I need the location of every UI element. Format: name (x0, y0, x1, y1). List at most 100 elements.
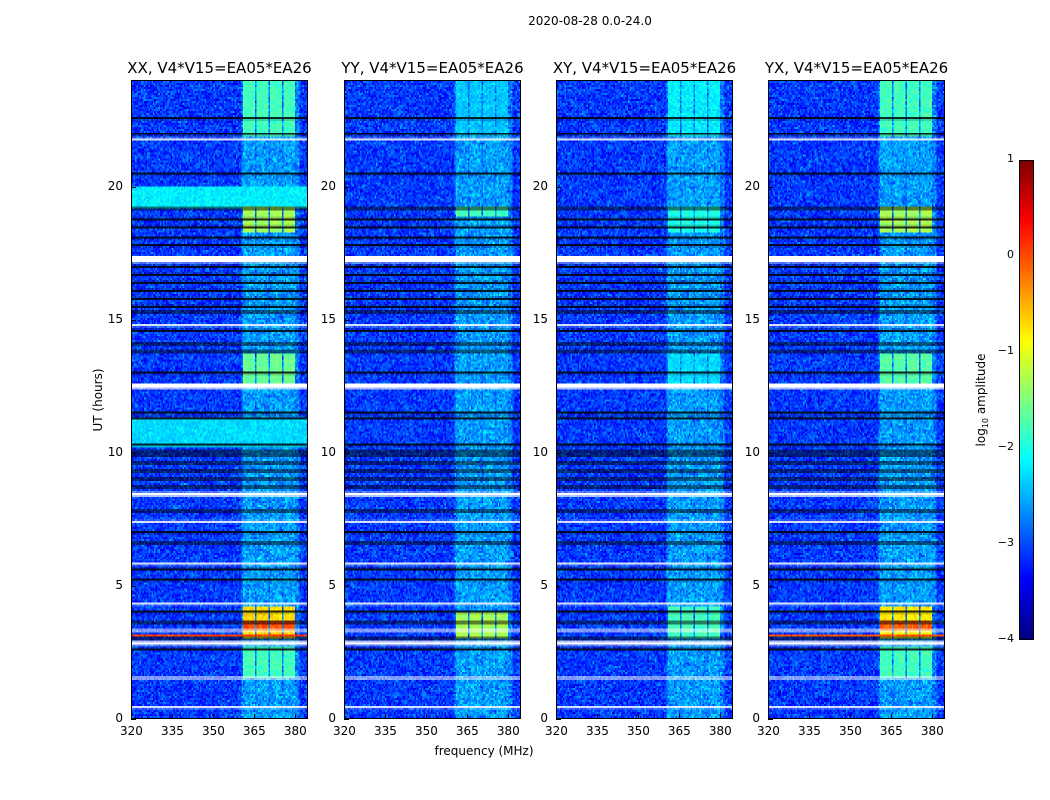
x-tick-label: 320 (120, 724, 143, 738)
colorbar-tick-label: −1 (997, 344, 1014, 357)
y-tick-label: 0 (115, 711, 123, 725)
y-tick-label: 5 (115, 577, 123, 592)
y-tick-mark (768, 452, 773, 454)
colorbar-tick-label: 1 (1007, 152, 1014, 165)
y-tick-mark (768, 319, 773, 321)
y-tick-mark (768, 585, 773, 587)
y-tick-mark (556, 585, 561, 587)
x-tick-mark (253, 714, 255, 719)
y-tick-label: 20 (744, 178, 760, 193)
x-tick-label: 335 (797, 724, 821, 738)
x-tick-label: 350 (201, 724, 225, 738)
x-axis-label: frequency (MHz) (434, 744, 534, 758)
y-tick-label: 5 (540, 577, 548, 592)
x-tick-mark (556, 714, 557, 719)
y-tick-mark (131, 186, 136, 188)
y-tick-mark (556, 319, 561, 321)
x-tick-mark (768, 714, 769, 719)
x-tick-label: 350 (626, 724, 650, 738)
y-axis-label: UT (hours) (91, 368, 105, 432)
y-tick-mark (768, 719, 773, 720)
x-tick-label: 380 (708, 724, 732, 738)
y-tick-label: 20 (107, 178, 123, 193)
y-tick-label: 15 (532, 311, 548, 326)
x-tick-label: 335 (373, 724, 397, 738)
y-tick-label: 15 (744, 311, 760, 326)
panel-title: YY, V4*V15=EA05*EA26 (341, 59, 524, 77)
y-tick-label: 10 (320, 444, 336, 459)
panel-title: XY, V4*V15=EA05*EA26 (552, 59, 737, 77)
colorbar-tick-label: −4 (997, 632, 1014, 645)
x-tick-mark (719, 714, 721, 719)
y-tick-label: 10 (744, 444, 760, 459)
x-tick-label: 335 (160, 724, 184, 738)
y-tick-label: 0 (540, 711, 548, 725)
panel-xy (556, 80, 733, 719)
heatmap-canvas (345, 81, 520, 718)
y-tick-label: 15 (107, 311, 123, 326)
x-tick-label: 335 (585, 724, 609, 738)
y-tick-mark (344, 585, 349, 587)
x-tick-label: 350 (414, 724, 438, 738)
x-tick-mark (344, 714, 345, 719)
y-tick-label: 5 (752, 577, 760, 592)
x-tick-mark (678, 714, 680, 719)
x-tick-mark (294, 714, 296, 719)
colorbar-tick-label: −2 (997, 440, 1014, 453)
x-tick-mark (931, 714, 933, 719)
y-tick-label: 5 (328, 577, 336, 592)
x-tick-label: 320 (757, 724, 780, 738)
x-tick-label: 380 (496, 724, 520, 738)
y-tick-mark (344, 452, 349, 454)
y-tick-mark (131, 719, 136, 720)
x-tick-label: 365 (667, 724, 691, 738)
y-tick-mark (768, 186, 773, 188)
panel-yx (768, 80, 945, 719)
y-tick-label: 20 (532, 178, 548, 193)
x-tick-label: 380 (283, 724, 307, 738)
colorbar (1019, 160, 1034, 640)
x-tick-label: 365 (242, 724, 266, 738)
y-tick-mark (556, 186, 561, 188)
y-tick-label: 10 (532, 444, 548, 459)
panel-yy (344, 80, 521, 719)
x-tick-label: 365 (455, 724, 479, 738)
y-tick-mark (556, 719, 561, 720)
y-tick-mark (344, 186, 349, 188)
colorbar-tick-label: −3 (997, 536, 1014, 549)
y-tick-mark (131, 585, 136, 587)
y-tick-mark (344, 319, 349, 321)
x-tick-mark (849, 714, 851, 719)
colorbar-label: log10 amplitude (973, 353, 991, 447)
x-tick-mark (808, 714, 810, 719)
panel-title: XX, V4*V15=EA05*EA26 (127, 59, 312, 77)
y-tick-label: 0 (328, 711, 336, 725)
y-tick-mark (131, 319, 136, 321)
x-tick-mark (596, 714, 598, 719)
x-tick-mark (890, 714, 892, 719)
y-tick-label: 10 (107, 444, 123, 459)
colorbar-tick-label: 0 (1007, 248, 1014, 261)
heatmap-canvas (557, 81, 732, 718)
x-tick-mark (637, 714, 639, 719)
x-tick-mark (171, 714, 173, 719)
y-tick-mark (556, 452, 561, 454)
y-tick-label: 15 (320, 311, 336, 326)
x-tick-label: 380 (920, 724, 944, 738)
y-tick-mark (131, 452, 136, 454)
panel-xx (131, 80, 308, 719)
x-tick-mark (425, 714, 427, 719)
y-tick-label: 20 (320, 178, 336, 193)
x-tick-mark (507, 714, 509, 719)
x-tick-mark (131, 714, 132, 719)
heatmap-canvas (132, 81, 307, 718)
y-tick-label: 0 (752, 711, 760, 725)
heatmap-canvas (769, 81, 944, 718)
x-tick-label: 320 (545, 724, 568, 738)
y-tick-mark (344, 719, 349, 720)
x-tick-mark (466, 714, 468, 719)
panel-title: YX, V4*V15=EA05*EA26 (764, 59, 949, 77)
figure-title: 2020-08-28 0.0-24.0 (528, 14, 652, 28)
x-tick-label: 320 (333, 724, 356, 738)
